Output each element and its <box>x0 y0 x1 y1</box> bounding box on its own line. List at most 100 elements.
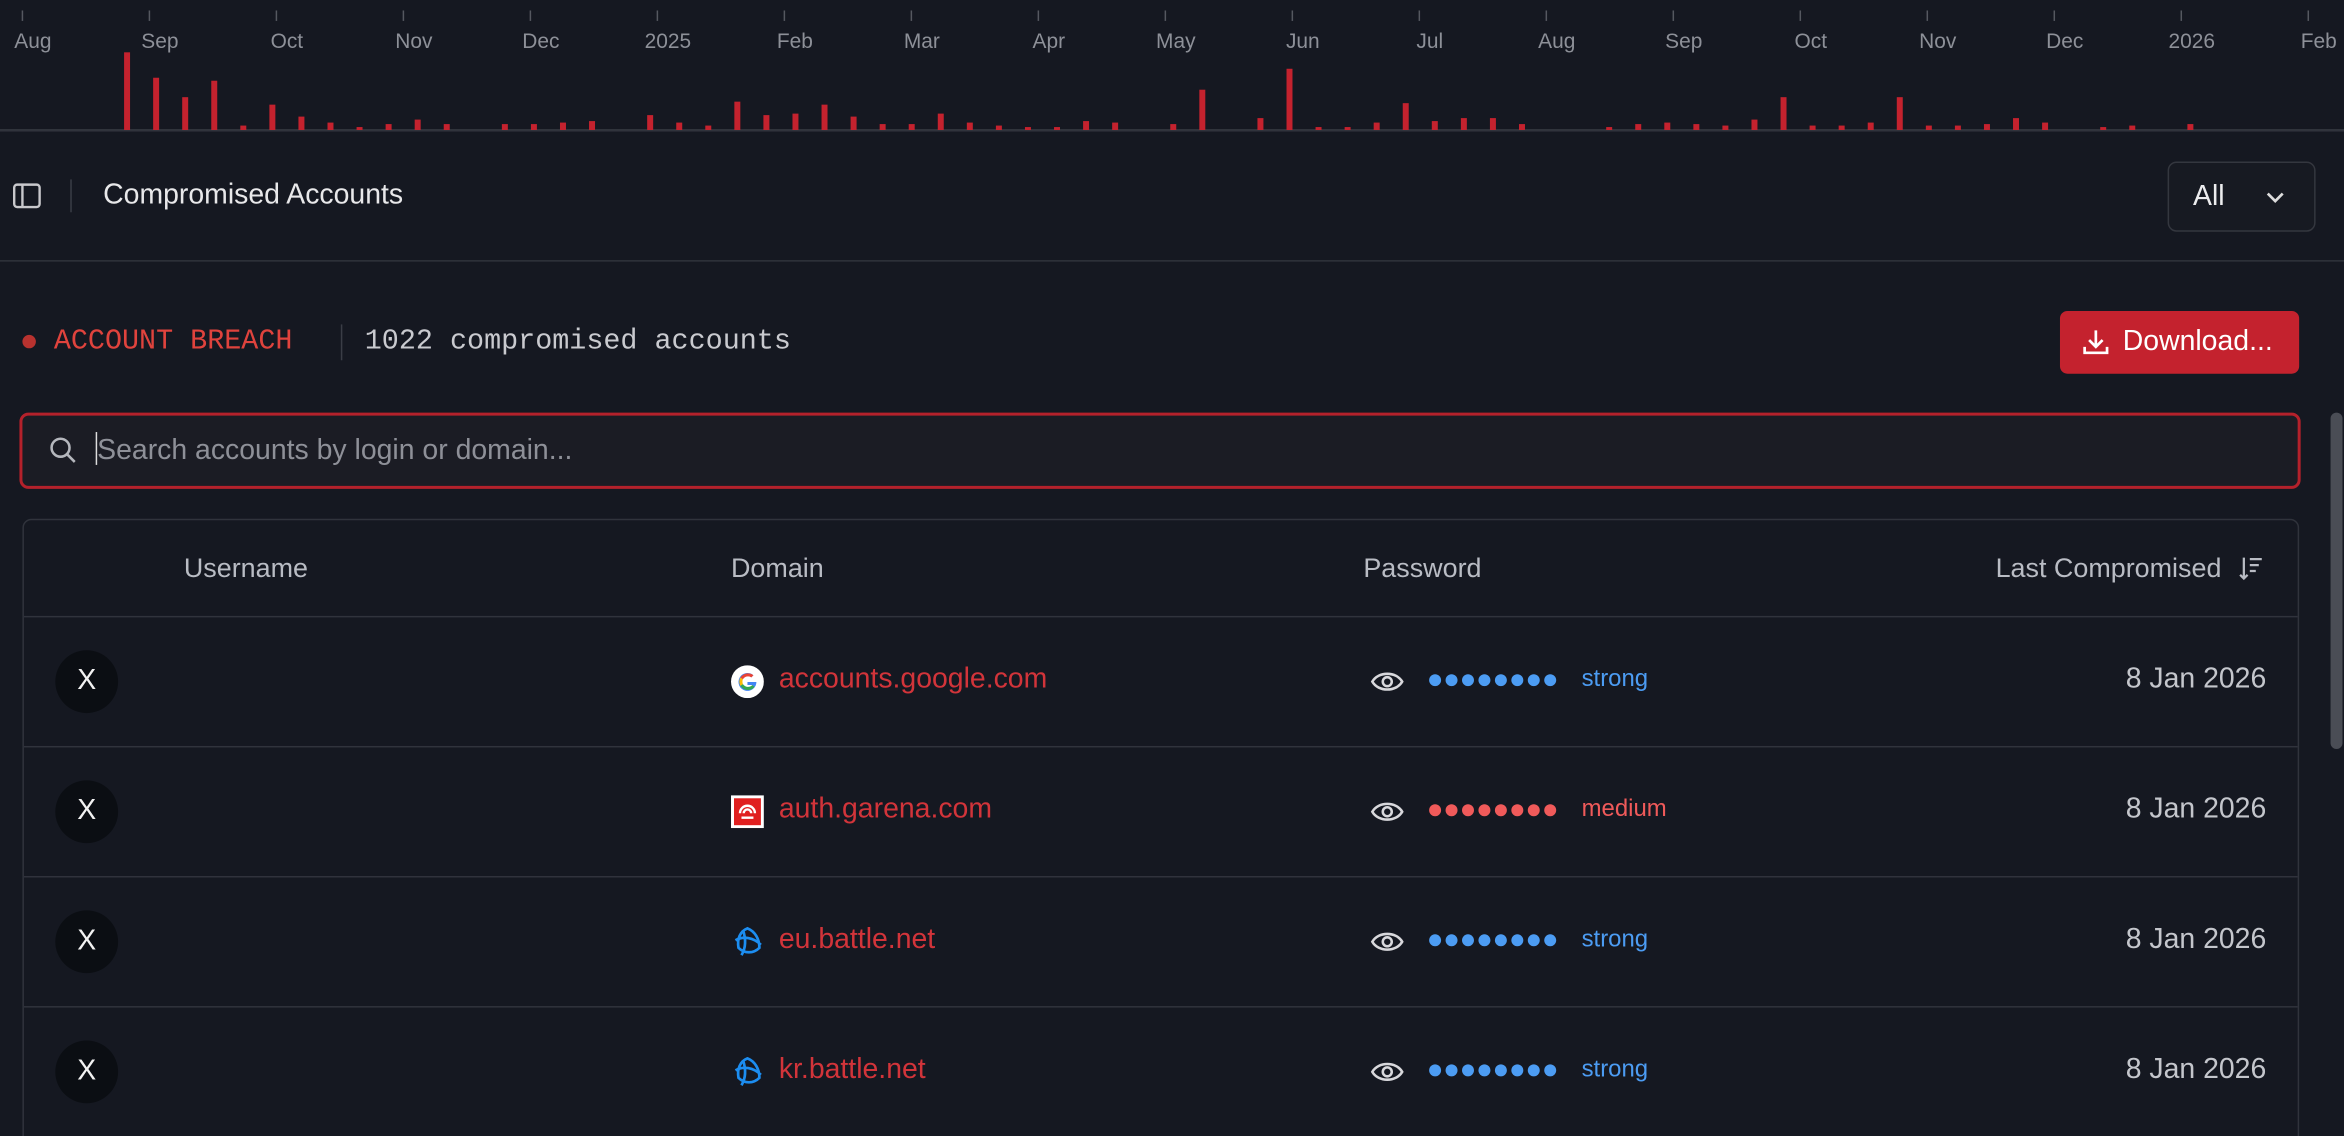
timeline-chart: Aug Sep Oct Nov Dec 2025 Feb Mar Apr May Jun Jul Aug… <box>0 10 2344 131</box>
x-tick-label: May <box>1156 30 1196 53</box>
avatar: X <box>55 910 119 974</box>
breach-label: ACCOUNT BREACH <box>53 324 293 358</box>
domain-link[interactable]: accounts.google.com <box>778 663 1048 696</box>
filter-value: All <box>2193 180 2225 213</box>
password-dot <box>1544 804 1557 817</box>
x-tick-label: Apr <box>1033 30 1066 53</box>
bar <box>1460 118 1467 131</box>
avatar: X <box>55 650 119 714</box>
reveal-password[interactable] <box>1369 797 1405 834</box>
bar <box>763 115 770 131</box>
bar <box>240 125 247 131</box>
domain-icon <box>731 925 764 958</box>
scrollbar[interactable] <box>2330 412 2343 749</box>
bar <box>211 80 218 131</box>
bar <box>530 124 537 131</box>
download-icon <box>2083 330 2109 355</box>
password-dot <box>1445 1064 1458 1077</box>
bar <box>1024 127 1031 131</box>
bar <box>1054 127 1061 131</box>
caret <box>95 432 98 465</box>
bar <box>1838 125 1845 131</box>
bar <box>1954 125 1961 131</box>
x-tick-label: 2025 <box>645 30 692 53</box>
bar <box>705 125 712 131</box>
x-tick-label: Aug <box>1538 30 1575 53</box>
x-tick-label: Dec <box>522 30 559 53</box>
x-tick-label: Sep <box>1665 30 1702 53</box>
last-compromised: 8 Jan 2026 <box>2125 663 2267 696</box>
domain-icon <box>731 795 764 829</box>
x-tick-label: Jun <box>1286 30 1320 53</box>
x-tick-label: Mar <box>904 30 940 53</box>
bar <box>1402 103 1409 131</box>
search-box[interactable]: Search accounts by login or domain... <box>19 412 2301 489</box>
bar <box>1896 97 1903 131</box>
password-dot <box>1494 674 1507 687</box>
separator <box>70 179 72 213</box>
bar <box>908 124 915 131</box>
reveal-password[interactable] <box>1369 667 1405 704</box>
password-dot <box>1511 674 1524 687</box>
domain-link[interactable]: kr.battle.net <box>778 1053 926 1086</box>
bar <box>2129 125 2136 131</box>
password-dot <box>1429 804 1442 817</box>
x-tick-label: Jul <box>1416 30 1443 53</box>
password-dot <box>1544 934 1557 947</box>
bar <box>1664 122 1671 131</box>
x-tick-label: Dec <box>2046 30 2083 53</box>
password-dot <box>1494 934 1507 947</box>
masked-password <box>1429 671 1557 689</box>
password-dot <box>1462 1064 1474 1077</box>
bar <box>443 124 450 131</box>
x-tick-label: Nov <box>1919 30 1957 53</box>
password-dot <box>1478 1064 1491 1077</box>
password-dot <box>1478 674 1491 687</box>
bar <box>327 122 334 131</box>
domain-link[interactable]: auth.garena.com <box>778 793 993 826</box>
bar <box>1983 124 1990 131</box>
filter-select[interactable]: All <box>2167 161 2316 232</box>
bar <box>298 116 305 131</box>
x-tick-label: 2026 <box>2168 30 2215 53</box>
bar <box>1431 121 1438 131</box>
status-dot <box>22 334 36 349</box>
bar <box>1635 124 1642 131</box>
reveal-password[interactable] <box>1369 1057 1405 1094</box>
x-tick-label: Feb <box>2301 30 2337 53</box>
password-dot <box>1494 1064 1507 1077</box>
sidebar-toggle[interactable] <box>12 181 42 211</box>
bar <box>2187 124 2194 131</box>
avatar: X <box>55 780 119 844</box>
bar <box>1809 125 1816 131</box>
reveal-password[interactable] <box>1369 927 1405 964</box>
sort-icon[interactable] <box>2238 555 2265 582</box>
download-button[interactable]: Download... <box>2059 310 2300 374</box>
divider <box>0 260 2344 262</box>
password-dot <box>1429 1064 1442 1077</box>
redacted-username <box>167 1037 511 1106</box>
bar <box>1867 122 1874 131</box>
password-strength: strong <box>1581 926 1649 953</box>
bar <box>879 124 886 131</box>
bar <box>1925 125 1932 131</box>
password-strength: strong <box>1581 1056 1649 1083</box>
x-tick-label: Oct <box>271 30 304 53</box>
breach-count: 1022 compromised accounts <box>364 324 791 358</box>
password-dot <box>1511 1064 1524 1077</box>
column-header[interactable]: Password <box>1363 553 1482 584</box>
password-dot <box>1429 934 1442 947</box>
column-header[interactable]: Username <box>183 553 308 584</box>
domain-link[interactable]: eu.battle.net <box>778 923 936 956</box>
bar <box>821 104 828 131</box>
password-dot <box>1478 934 1491 947</box>
download-label: Download... <box>2122 325 2273 358</box>
bar <box>182 97 189 131</box>
column-header[interactable]: Last Compromised <box>1995 553 2222 584</box>
column-header[interactable]: Domain <box>731 553 824 584</box>
